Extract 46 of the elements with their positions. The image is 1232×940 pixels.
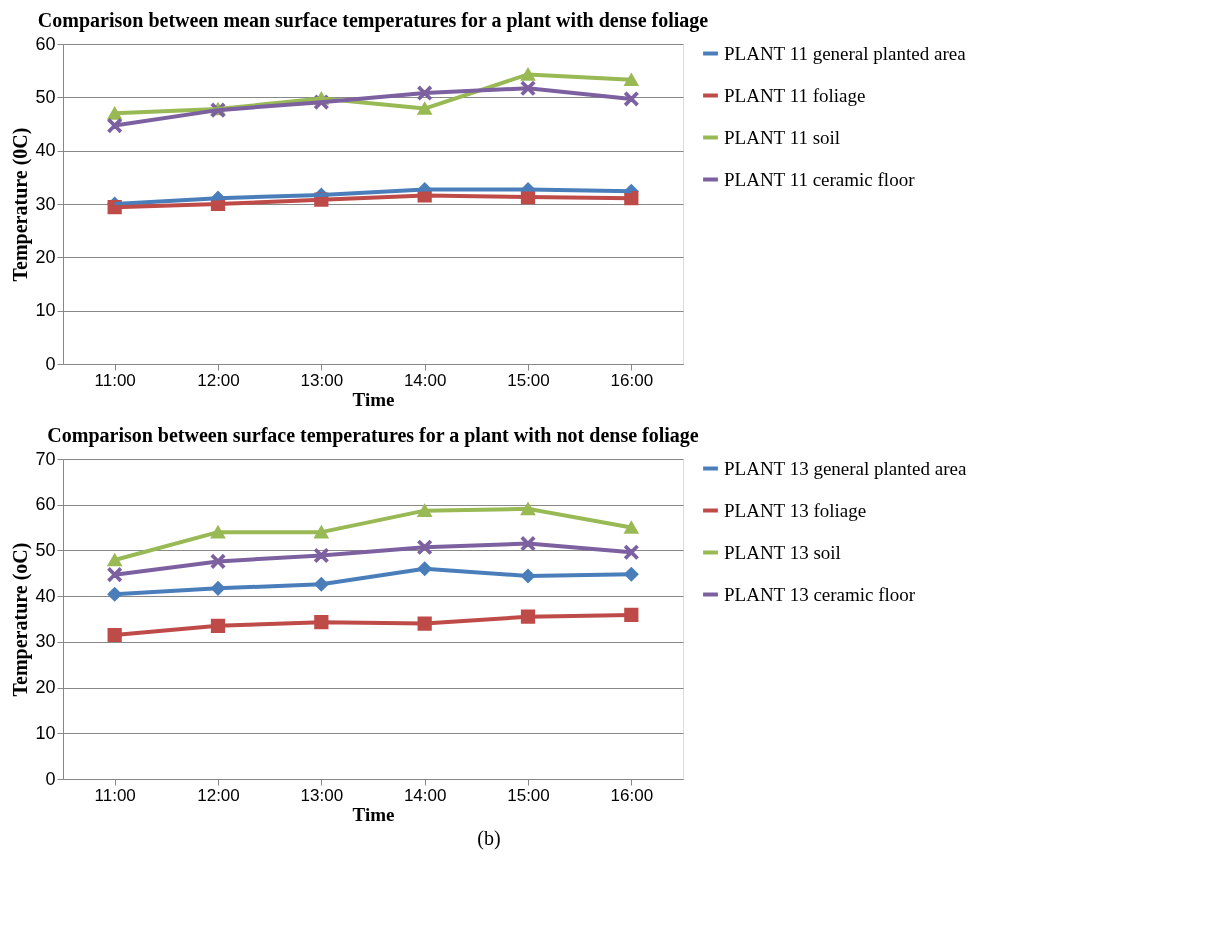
- legend-label: PLANT 11 soil: [724, 126, 841, 148]
- x-tick-label: 12:00: [197, 785, 240, 805]
- x-tick-label: 16:00: [610, 785, 654, 805]
- legend-label: PLANT 11 ceramic floor: [724, 168, 916, 190]
- x-tick-label: 12:00: [197, 370, 240, 390]
- point: [624, 73, 639, 87]
- y-tick-label: 40: [35, 140, 56, 161]
- y-axis-title: Temperature (0C): [9, 127, 33, 282]
- legend-label: PLANT 11 foliage: [724, 84, 866, 106]
- point: [624, 91, 639, 107]
- y-tick-label: 30: [35, 631, 56, 652]
- y-tick-label: 10: [35, 722, 56, 743]
- x-tick-label: 11:00: [94, 785, 136, 805]
- x-axis-title: Time: [352, 803, 395, 825]
- x-tick-label: 11:00: [94, 370, 136, 390]
- x-tick-label: 13:00: [300, 370, 344, 390]
- y-tick-label: 40: [35, 585, 56, 606]
- point: [624, 545, 639, 560]
- chart-title: Comparison between mean surface temperatures for a plant with dense foliage: [37, 9, 709, 32]
- legend-label: PLANT 11 general planted area: [724, 42, 967, 64]
- y-tick-label: 20: [35, 246, 56, 267]
- x-tick-label: 14:00: [403, 370, 447, 390]
- y-tick-label: 0: [45, 353, 56, 374]
- y-tick-label: 0: [45, 768, 56, 789]
- y-tick-label: 20: [35, 677, 56, 698]
- point: [624, 521, 639, 534]
- y-tick-label: 70: [35, 448, 56, 469]
- legend-label: PLANT 13 general planted area: [724, 457, 967, 479]
- y-tick-label: 10: [35, 300, 56, 321]
- text: (b): [477, 826, 501, 850]
- x-tick-label: 13:00: [300, 785, 344, 805]
- legend-label: PLANT 13 soil: [724, 541, 841, 563]
- legend-label: PLANT 13 ceramic floor: [724, 583, 916, 605]
- y-tick-label: 50: [35, 86, 56, 107]
- x-tick-label: 16:00: [610, 370, 654, 390]
- y-tick-label: 30: [35, 193, 56, 214]
- chart-title: Comparison between surface temperatures for a plant with not dense foliage: [47, 424, 699, 447]
- y-tick-label: 50: [35, 539, 56, 560]
- x-tick-label: 14:00: [403, 785, 447, 805]
- legend-label: PLANT 13 foliage: [724, 499, 867, 521]
- y-axis-title: Temperature (oC): [9, 542, 33, 697]
- y-tick-label: 60: [35, 494, 56, 515]
- y-tick-label: 60: [35, 33, 56, 54]
- x-axis-title: Time: [352, 388, 395, 410]
- x-tick-label: 15:00: [507, 370, 550, 390]
- x-tick-label: 15:00: [507, 785, 550, 805]
